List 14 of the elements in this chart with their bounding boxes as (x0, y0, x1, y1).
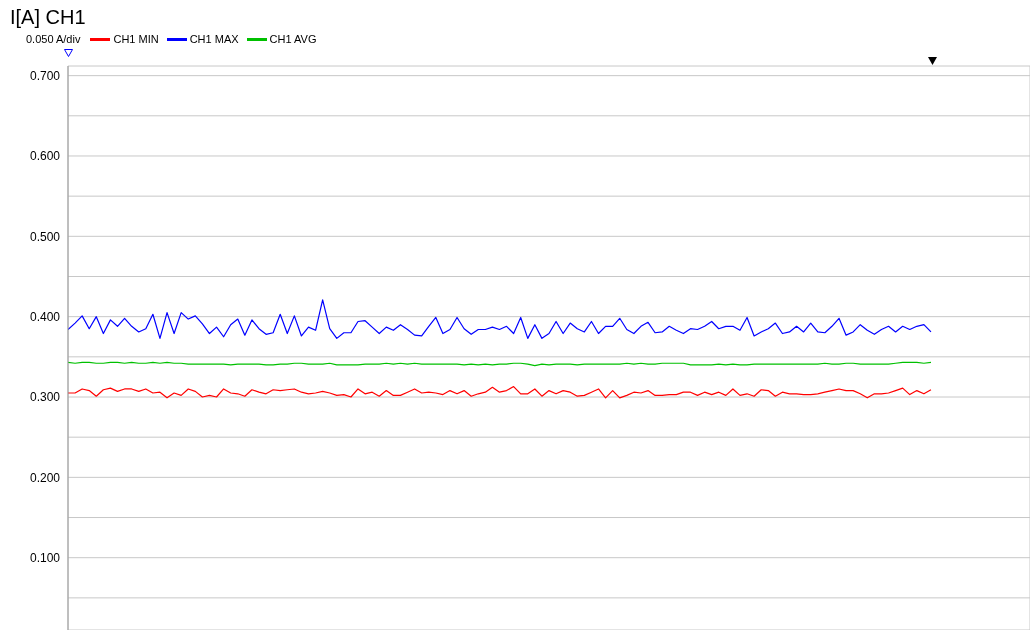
legend-label: CH1 MIN (113, 33, 159, 45)
y-tick-label: 0.400 (29, 309, 61, 324)
y-tick-label: 0.500 (29, 229, 61, 244)
legend-label: CH1 AVG (269, 33, 317, 45)
y-tick-label: 0.100 (29, 550, 61, 565)
y-tick-label: 0.600 (29, 149, 61, 164)
line-series (68, 299, 932, 339)
line-series (68, 385, 932, 399)
y-tick-label: 0.700 (29, 68, 61, 83)
text: 0.050 A/div (26, 33, 81, 45)
y-tick-label: 0.300 (29, 390, 61, 405)
y-tick-label: 0.200 (29, 470, 61, 485)
chart-title: I[A] CH1 (10, 7, 86, 29)
legend-label: CH1 MAX (189, 33, 239, 45)
